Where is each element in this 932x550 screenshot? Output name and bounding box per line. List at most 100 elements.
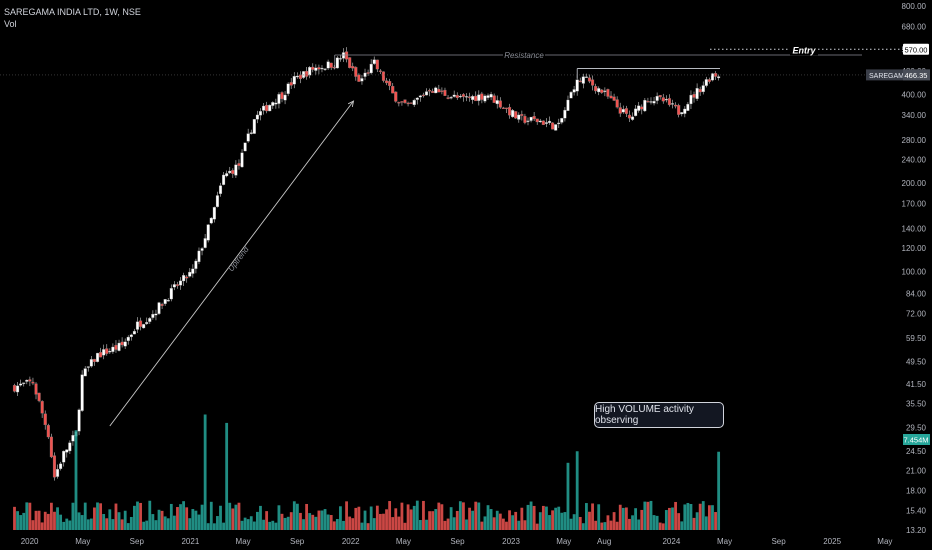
volume-bar: [68, 520, 72, 530]
candle-body: [674, 104, 678, 107]
candle-body: [507, 107, 512, 116]
volume-bar: [256, 511, 259, 530]
candle-body: [618, 107, 622, 114]
volume-bar: [219, 505, 222, 530]
volume-bar: [618, 504, 622, 530]
volume-bar: [717, 451, 721, 530]
volume-bar: [145, 520, 149, 530]
candle-body: [335, 57, 339, 69]
volume-bar: [136, 501, 139, 530]
candle-body: [667, 98, 671, 106]
candle-body: [265, 104, 269, 112]
volume-bar: [59, 514, 63, 530]
volume-bar: [569, 518, 573, 530]
x-tick-label: May: [396, 537, 411, 546]
candle-body: [523, 115, 527, 123]
candle-body: [378, 70, 382, 72]
symbol-badge-text: SAREGAMA: [869, 73, 909, 80]
candle-body: [49, 436, 53, 458]
time-axis[interactable]: 2020 May Sep 2021 May Sep 2022 May Sep 2023 May Aug…: [21, 537, 893, 546]
candle-body: [612, 96, 616, 101]
volume-bar: [203, 414, 207, 530]
y-tick-label: 24.50: [906, 447, 927, 456]
uptrend-arrow-line: [109, 100, 354, 427]
volume-bar: [83, 502, 87, 530]
candle-body: [670, 103, 675, 105]
volume-bar: [686, 502, 690, 530]
y-tick-label: 15.40: [906, 506, 927, 515]
volume-bar: [557, 506, 561, 530]
volume-bar: [308, 513, 312, 530]
candle-body: [323, 68, 327, 70]
volume-bar: [25, 502, 29, 530]
volume-bar: [283, 517, 287, 530]
candle-body: [345, 51, 349, 60]
volume-bar: [422, 500, 425, 530]
volume-bar: [495, 510, 499, 530]
candle-body: [341, 52, 346, 59]
volume-bar: [126, 523, 130, 530]
volume-bar: [462, 502, 465, 530]
price-axis[interactable]: 800.00680.00570.00480.00400.00340.00280.…: [902, 2, 927, 535]
candle-body: [225, 173, 229, 177]
candle-body: [92, 358, 96, 363]
last-price-badge: [866, 69, 930, 81]
candle-body: [424, 91, 429, 96]
volume-bar: [689, 504, 693, 530]
volume-bar: [397, 516, 401, 530]
volume-bar: [440, 504, 444, 530]
volume-bar: [375, 505, 379, 530]
candle-body: [314, 67, 318, 71]
volume-bar: [711, 505, 714, 530]
candle-body: [305, 70, 309, 77]
candle-body: [372, 59, 376, 64]
volume-bar: [123, 510, 127, 530]
volume-bar: [228, 502, 232, 530]
volume-bar: [366, 523, 370, 530]
volume-bar: [142, 521, 146, 530]
candle-body: [95, 352, 100, 363]
y-tick-label: 100.00: [902, 267, 927, 276]
volume-bar: [326, 514, 330, 530]
candle-body: [400, 101, 404, 103]
candle-body: [129, 334, 133, 338]
volume-bar: [406, 504, 410, 530]
volume-bar: [246, 519, 250, 530]
candle-body: [262, 105, 266, 111]
candle-body: [71, 435, 75, 442]
candle-body: [286, 83, 290, 94]
y-tick-label: 680.00: [902, 23, 927, 32]
candle-body: [354, 67, 358, 77]
candle-body: [172, 284, 176, 288]
volume-bar: [603, 522, 607, 530]
volume-bar: [231, 508, 235, 530]
volume-indicator-label[interactable]: Vol: [4, 19, 17, 29]
candle-body: [680, 112, 684, 115]
candle-body: [511, 110, 515, 118]
volume-bar: [581, 523, 585, 530]
candle-body: [157, 302, 161, 314]
volume-bar: [299, 512, 302, 530]
volume-bar: [431, 511, 435, 530]
symbol-title: SAREGAMA INDIA LTD, 1W, NSE: [4, 7, 141, 17]
candle-body: [145, 322, 149, 325]
volume-bar: [465, 519, 468, 530]
volume-bar: [468, 507, 471, 530]
entry-label-bg: [790, 43, 818, 56]
volume-bar: [668, 507, 671, 530]
candle-body: [40, 401, 44, 414]
volume-bar: [631, 515, 634, 530]
candle-body: [169, 288, 173, 300]
volume-callout[interactable]: High VOLUME activity observing: [594, 402, 724, 428]
candle-body: [406, 102, 410, 105]
volume-bar: [302, 519, 305, 530]
volume-bar: [49, 502, 53, 530]
volume-bar: [437, 502, 441, 530]
volume-bar: [701, 501, 705, 530]
candle-body: [212, 207, 216, 220]
candle-body: [234, 164, 238, 176]
candle-body: [710, 73, 715, 81]
candle-body: [560, 118, 564, 123]
volume-bar: [354, 507, 358, 530]
